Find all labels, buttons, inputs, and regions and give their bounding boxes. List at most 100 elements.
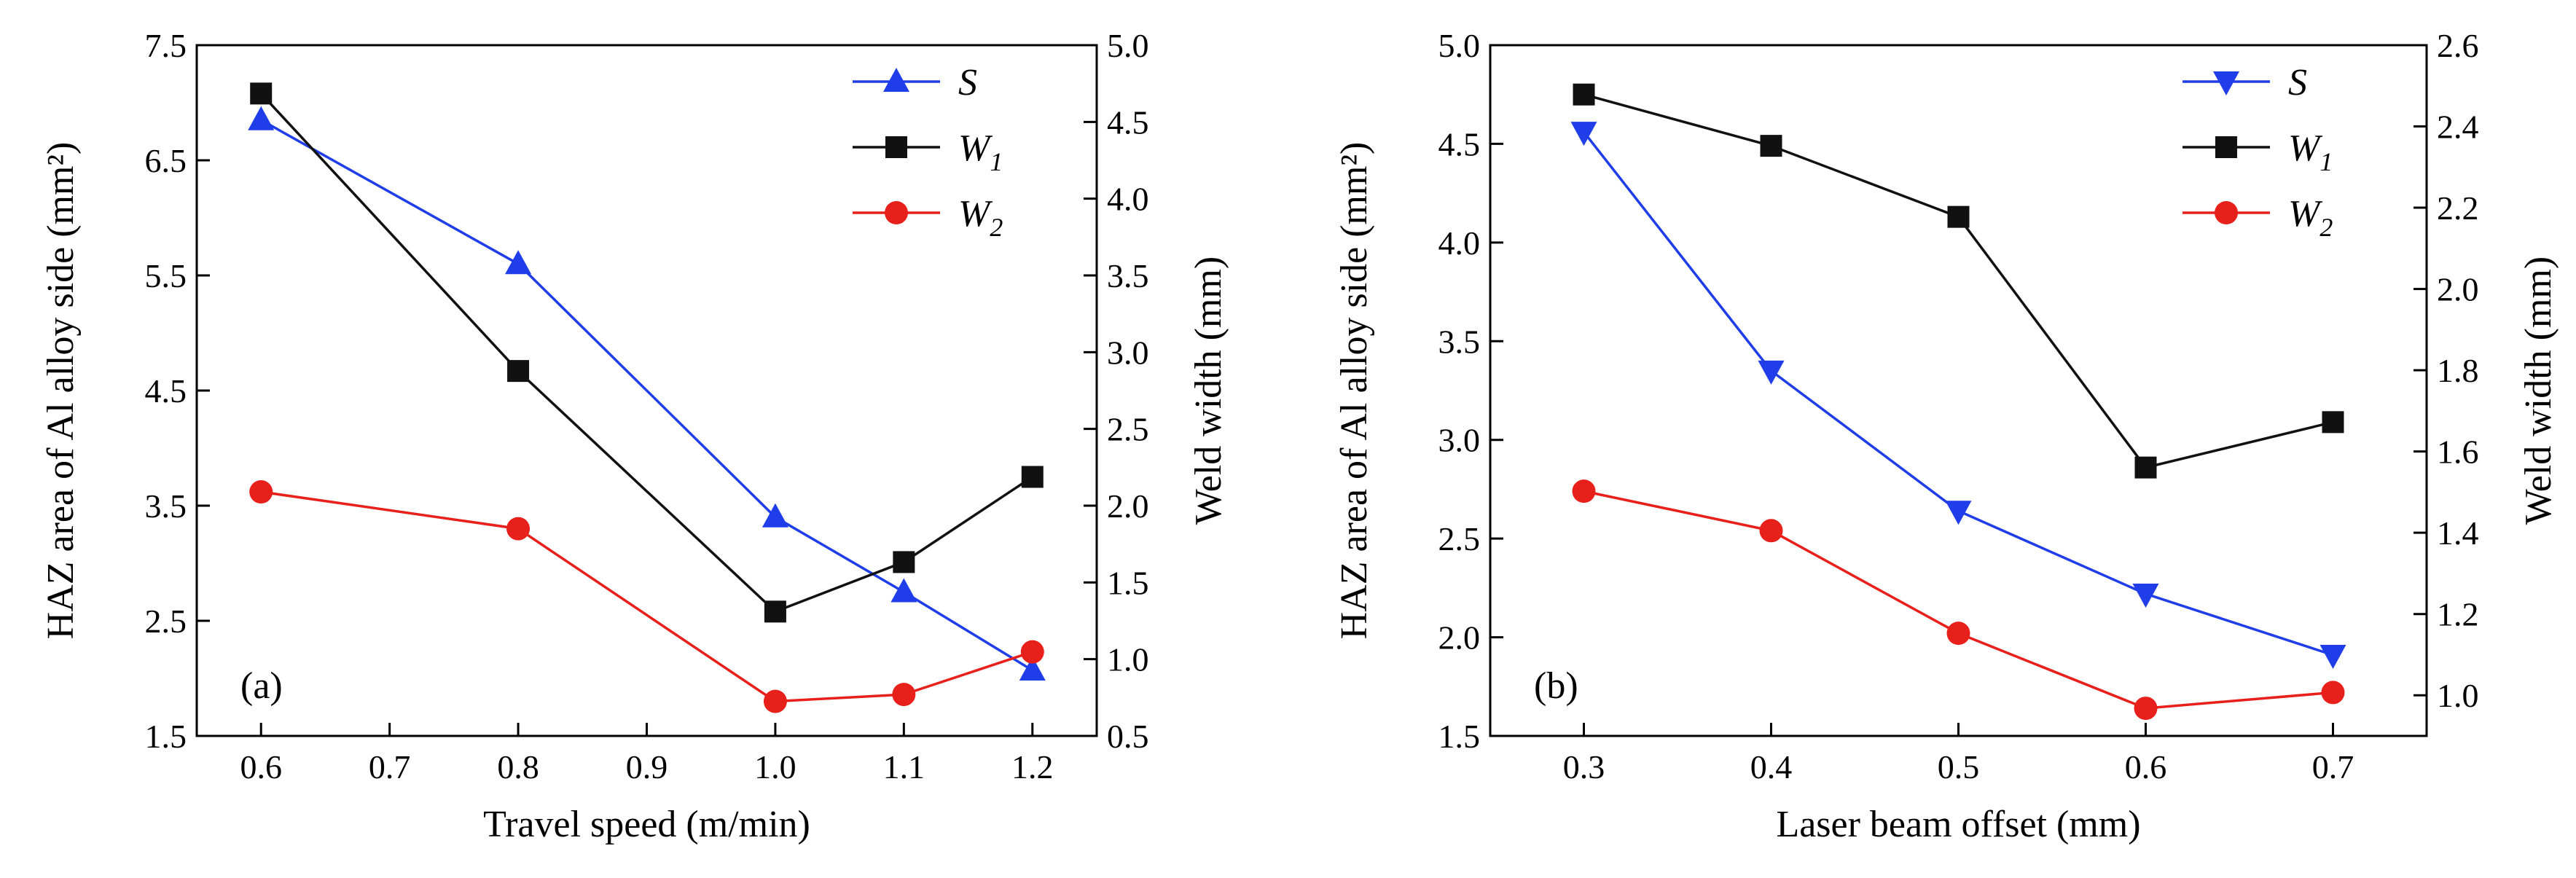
legend-label-text: S — [2288, 62, 2307, 103]
chart-panel-1: 0.6 0.7 0.8 0.9 1.0 1.1 1.2 1.5 2.5 3.5 4.5 5.5 6.5 7… — [40, 27, 1229, 845]
panel-label: (a) — [240, 665, 283, 707]
x-tick-label: 1.0 — [754, 748, 796, 785]
data-point — [1947, 205, 1970, 228]
y-left-tick-label: 1.5 — [1438, 718, 1481, 755]
legend-label-text: W — [2288, 193, 2323, 235]
data-point — [2134, 697, 2158, 721]
panel-label: (b) — [1534, 665, 1578, 707]
data-point — [506, 517, 531, 541]
legend-marker — [885, 201, 908, 224]
y-left-tick-label: 5.0 — [1438, 27, 1481, 64]
series-2 — [1573, 83, 2344, 479]
y-right-tick-label: 3.5 — [1107, 257, 1149, 294]
legend-label: W1 — [958, 128, 1003, 176]
y-left-tick-label: 7.5 — [145, 27, 187, 64]
legend-label: W2 — [2288, 193, 2333, 242]
y-right-axis-title: Weld width (mm) — [1188, 256, 1229, 525]
data-point — [2132, 583, 2159, 608]
x-tick-label: 0.6 — [240, 748, 282, 785]
y-right-tick-label: 1.5 — [1107, 564, 1149, 601]
series-line — [259, 93, 1033, 614]
chart-panel-2: 0.3 0.4 0.5 0.6 0.7 1.5 2.0 2.5 3.0 3.5 4.0 4.5 5.0 1… — [1334, 27, 2559, 845]
data-point — [249, 480, 273, 504]
y-right-tick-label: 1.6 — [2437, 434, 2479, 471]
x-tick-label: 0.7 — [369, 748, 411, 785]
y-right-tick-label: 1.4 — [2437, 514, 2479, 552]
y-right-tick-label: 4.0 — [1107, 181, 1149, 218]
data-point — [1019, 656, 1046, 681]
data-point — [1572, 479, 1596, 503]
y-left-axis-title: HAZ area of Al alloy side (mm²) — [40, 142, 82, 640]
x-tick-label: 0.7 — [2312, 748, 2354, 785]
legend-marker — [883, 68, 909, 92]
data-point — [1021, 466, 1044, 488]
y-left-tick-label: 2.0 — [1438, 619, 1481, 656]
y-right-tick-label: 2.0 — [2437, 271, 2479, 308]
data-point — [1759, 519, 1783, 543]
x-tick-label: 0.8 — [497, 748, 539, 785]
x-tick-label: 0.3 — [1563, 748, 1605, 785]
series-2 — [250, 82, 1044, 623]
y-left-tick-label: 3.5 — [1438, 323, 1481, 360]
y-right-tick-label: 1.2 — [2437, 596, 2479, 633]
legend-label: S — [958, 62, 977, 103]
data-point — [507, 360, 530, 383]
data-point — [248, 106, 275, 130]
y-right-tick-label: 5.0 — [1107, 27, 1149, 64]
y-left-tick-label: 2.5 — [145, 603, 187, 640]
data-point — [2322, 411, 2344, 434]
y-left-tick-label: 4.5 — [145, 372, 187, 409]
legend-label-text: W — [2288, 128, 2323, 169]
y-right-tick-label: 2.5 — [1107, 411, 1149, 448]
legend-label-text: S — [958, 62, 977, 103]
y-left-tick-label: 2.5 — [1438, 520, 1481, 557]
y-right-tick-label: 1.0 — [1107, 641, 1149, 678]
legend-label-subscript: 2 — [2319, 213, 2333, 242]
legend-label-subscript: 1 — [990, 147, 1003, 176]
data-point — [890, 578, 917, 603]
y-left-tick-label: 4.0 — [1438, 224, 1481, 262]
x-tick-label: 1.1 — [883, 748, 925, 785]
data-point — [2134, 456, 2157, 479]
data-point — [250, 82, 273, 105]
y-right-tick-label: 3.0 — [1107, 334, 1149, 371]
data-point — [1760, 135, 1782, 157]
data-point — [1946, 622, 1970, 646]
legend-label: S — [2288, 62, 2307, 103]
x-tick-label: 0.9 — [626, 748, 668, 785]
data-point — [505, 250, 532, 275]
series-3 — [1572, 479, 2345, 721]
legend-label-text: W — [958, 193, 993, 235]
y-right-tick-label: 4.5 — [1107, 103, 1149, 141]
x-tick-label: 0.5 — [1938, 748, 1980, 785]
data-point — [892, 683, 916, 707]
data-point — [1573, 83, 1595, 106]
y-left-axis-title: HAZ area of Al alloy side (mm²) — [1334, 142, 1375, 640]
legend-label: W1 — [2288, 128, 2333, 176]
data-point — [893, 551, 915, 573]
data-point — [1758, 360, 1785, 385]
series-1 — [1570, 122, 2346, 669]
y-left-tick-label: 3.0 — [1438, 422, 1481, 459]
y-left-tick-label: 5.5 — [145, 257, 187, 294]
y-right-tick-label: 1.8 — [2437, 352, 2479, 389]
series-1 — [248, 106, 1046, 681]
series-line — [260, 490, 1033, 703]
x-tick-label: 0.4 — [1750, 748, 1793, 785]
legend-marker — [2213, 71, 2239, 95]
y-right-tick-label: 2.2 — [2437, 189, 2479, 227]
y-right-tick-label: 2.0 — [1107, 487, 1149, 525]
y-left-tick-label: 4.5 — [1438, 125, 1481, 162]
data-point — [2321, 681, 2345, 705]
legend-marker — [885, 136, 907, 158]
x-tick-label: 0.6 — [2125, 748, 2167, 785]
data-point — [1570, 122, 1597, 146]
data-point — [764, 600, 786, 623]
data-point — [762, 503, 788, 528]
data-point — [763, 689, 787, 713]
series-line — [260, 119, 1033, 672]
series-3 — [249, 480, 1044, 713]
legend-label-subscript: 1 — [2319, 147, 2333, 176]
